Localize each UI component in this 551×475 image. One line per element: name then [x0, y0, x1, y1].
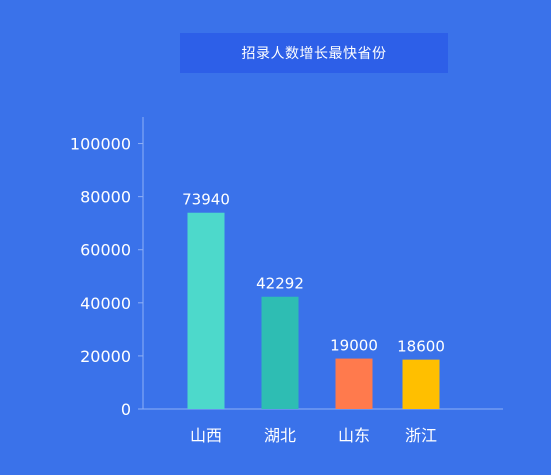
- chart-axes: 0 20000 40000 60000 80000 100000: [70, 117, 503, 419]
- chart-title: 招录人数增长最快省份: [241, 46, 387, 62]
- x-category-label: 湖北: [264, 426, 296, 445]
- chart-labels: 73940 山西 42292 湖北 19000 山东 18600 浙江: [182, 191, 445, 445]
- bar: [261, 296, 299, 409]
- bar-value-label: 73940: [182, 191, 230, 209]
- bar: [402, 359, 440, 409]
- x-category-label: 浙江: [405, 426, 437, 445]
- bar-value-label: 19000: [330, 337, 378, 355]
- chart-bars: [187, 212, 440, 409]
- bar-value-label: 18600: [397, 338, 445, 356]
- x-category-label: 山东: [338, 426, 370, 445]
- y-tick-label: 100000: [70, 135, 131, 154]
- bar: [187, 212, 225, 409]
- y-tick-label: 20000: [80, 347, 131, 366]
- chart-title-box: 招录人数增长最快省份: [180, 33, 448, 73]
- bar-value-label: 42292: [256, 275, 304, 293]
- y-tick-label: 60000: [80, 241, 131, 260]
- y-tick-label: 0: [121, 400, 131, 419]
- x-category-label: 山西: [190, 426, 222, 445]
- y-tick-label: 40000: [80, 294, 131, 313]
- y-tick-label: 80000: [80, 188, 131, 207]
- bar: [335, 358, 373, 409]
